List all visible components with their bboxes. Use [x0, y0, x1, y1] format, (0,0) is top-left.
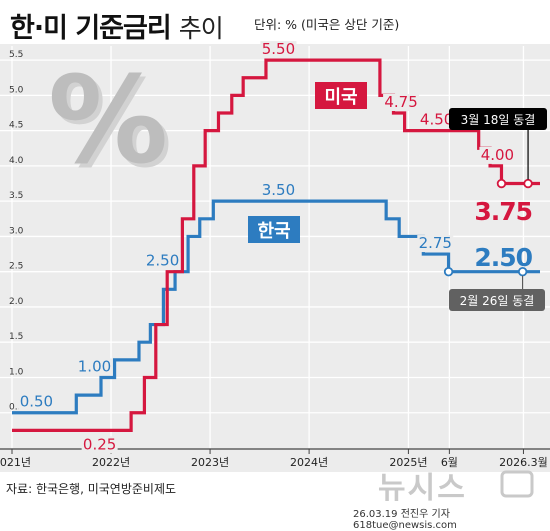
series-line-us	[12, 58, 540, 432]
unit-label: 단위: % (미국은 상단 기준)	[254, 17, 400, 32]
label-backdrop	[383, 94, 420, 111]
title-block: 한·미 기준금리 추이	[10, 6, 224, 45]
percent-decoration-shadow: %	[52, 56, 172, 195]
label-backdrop	[81, 436, 118, 454]
data-label-us: 0.25	[83, 435, 116, 453]
y-tick-label: 3.5	[9, 191, 23, 201]
label-backdrop	[260, 182, 297, 200]
legend-korea: 한국	[257, 221, 290, 242]
x-tick-label: 2024년	[290, 456, 328, 469]
x-tick-label: 6월	[441, 456, 458, 469]
label-backdrop	[18, 393, 55, 411]
x-tick-label: 2021년	[0, 456, 31, 469]
source-note: 자료: 한국은행, 미국연방준비제도	[6, 482, 177, 496]
label-backdrop	[417, 235, 454, 253]
final-value-us: 3.75	[474, 197, 532, 226]
newsis-watermark: 뉴시스	[378, 471, 467, 506]
legend-us-box	[315, 82, 367, 109]
label-backdrop	[479, 146, 516, 164]
x-tick-label: 2026.3월	[499, 456, 548, 469]
data-label-korea: 2.75	[419, 234, 452, 252]
y-tick-label: 2.0	[9, 297, 24, 307]
data-label-korea: 0.50	[20, 393, 53, 411]
x-tick-label: 2022년	[92, 456, 130, 469]
y-tick-label: 1.5	[9, 332, 23, 342]
data-label-korea: 2.50	[146, 252, 179, 270]
x-tick-label: 2025년	[389, 456, 427, 469]
y-tick-label: 2.5	[9, 262, 23, 272]
percent-decoration: %	[48, 52, 168, 191]
data-label-korea: 3.50	[262, 181, 295, 199]
x-tick-label: 2023년	[191, 456, 229, 469]
page-title: 한·미 기준금리	[10, 13, 172, 44]
data-label-us: 4.75	[384, 93, 417, 111]
hold-point-us	[496, 178, 507, 189]
y-tick-label: 5.0	[9, 85, 24, 95]
label-backdrop	[260, 41, 297, 59]
hold-point-korea	[443, 266, 454, 277]
callout-box-korea	[449, 289, 545, 311]
watermark-logo-mark	[500, 470, 534, 498]
y-tick-label: 4.5	[9, 121, 23, 131]
data-label-us: 4.00	[481, 146, 514, 164]
page-subtitle: 추이	[178, 14, 224, 43]
callout-note-us: 3월 18일 동결	[461, 113, 536, 127]
label-backdrop	[144, 252, 181, 270]
y-tick-label: 4.0	[9, 156, 24, 166]
legend-us: 미국	[324, 87, 357, 108]
y-tick-label: 5.5	[9, 50, 23, 60]
label-backdrop	[418, 111, 455, 129]
final-value-korea: 2.50	[474, 243, 532, 272]
hold-point-us	[523, 178, 533, 189]
data-label-us: 4.50	[420, 111, 453, 129]
data-label-korea: 1.00	[78, 357, 111, 375]
hold-point-korea	[517, 266, 528, 277]
y-tick-label: 0.5	[9, 403, 23, 413]
y-tick-label: 1.0	[9, 367, 24, 377]
data-label-us: 5.50	[262, 40, 295, 58]
callout-box-us	[449, 108, 547, 130]
callout-note-korea: 2월 26일 동결	[460, 294, 535, 308]
label-backdrop	[76, 358, 113, 376]
byline: 26.03.19 전진우 기자 618tue@newsis.com	[353, 509, 457, 531]
legend-korea-box	[248, 216, 300, 243]
y-tick-label: 3.0	[9, 226, 24, 236]
